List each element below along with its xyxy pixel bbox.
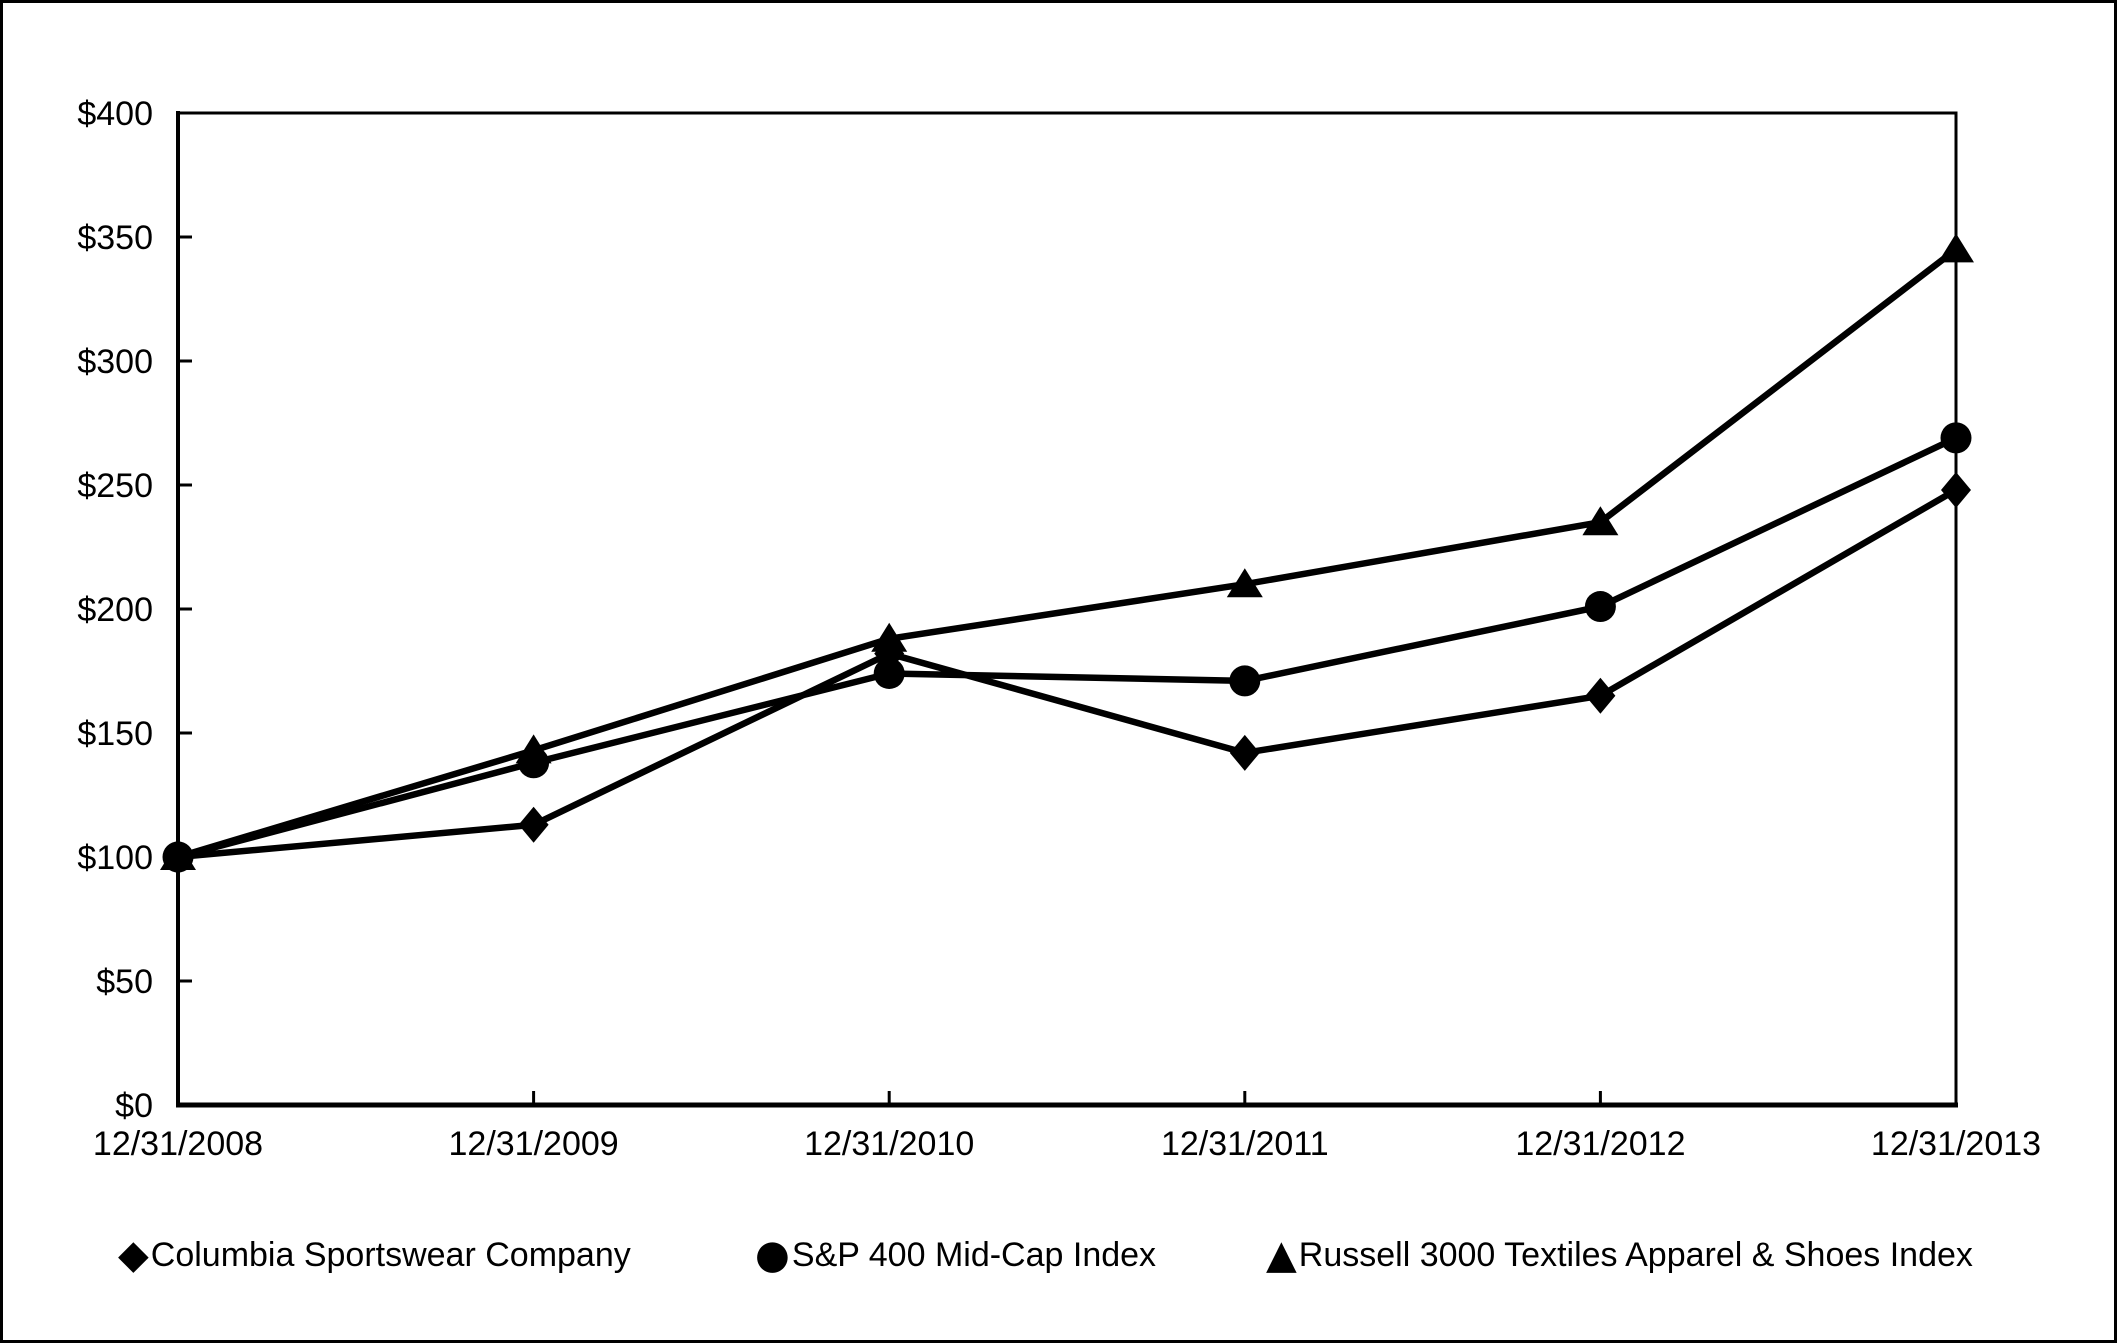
circle-marker	[1229, 665, 1261, 697]
x-axis-tick-label: 12/31/2009	[449, 1125, 619, 1163]
x-axis-tick-label: 12/31/2012	[1515, 1125, 1685, 1163]
legend-item-sp-400-mid-cap-index: ● S&P 400 Mid-Cap Index	[755, 1229, 1156, 1281]
y-axis-tick-label: $100	[77, 839, 153, 877]
triangle-marker	[1938, 233, 1974, 263]
y-axis-tick-label: $150	[77, 715, 153, 753]
legend-label: S&P 400 Mid-Cap Index	[791, 1235, 1157, 1274]
legend-item-russell-3000-textiles-apparel-shoes-index: ▲ Russell 3000 Textiles Apparel & Shoes …	[1266, 1229, 1973, 1281]
x-axis-tick-label: 12/31/2013	[1871, 1125, 2041, 1163]
triangle-marker-icon: ▲	[1266, 1232, 1297, 1278]
circle-marker	[1940, 422, 1972, 454]
diamond-marker-icon: ◆	[118, 1232, 149, 1278]
triangle-marker	[1582, 506, 1619, 536]
circle-marker-icon: ●	[755, 1232, 790, 1278]
y-axis-tick-label: $300	[77, 343, 153, 381]
triangle-marker	[1226, 568, 1263, 598]
circle-marker	[1584, 591, 1616, 623]
y-axis-tick-label: $400	[77, 95, 153, 133]
line-chart-plot: $0 $50 $100 $150 $200 $250 $300 $350 $400 12/31/2…	[77, 95, 2041, 1163]
circle-marker	[873, 657, 905, 689]
legend-item-columbia-sportswear-company: ◆ Columbia Sportswear Company	[118, 1229, 631, 1281]
x-axis-tick-label: 12/31/2011	[1161, 1125, 1329, 1163]
legend-label: Russell 3000 Textiles Apparel & Shoes In…	[1298, 1235, 1973, 1274]
series-line-russell-3000-textiles-apparel-shoes-index	[174, 246, 1960, 861]
series-line-s-p-400-mid-cap-index	[174, 434, 1960, 861]
x-axis-tick-label: 12/31/2010	[804, 1125, 974, 1163]
y-axis-tick-label: $250	[77, 467, 153, 505]
y-axis-tick-label: $0	[115, 1087, 153, 1125]
diamond-marker	[1941, 471, 1971, 508]
diamond-marker	[518, 806, 549, 843]
triangle-marker	[160, 841, 196, 870]
diamond-marker	[1585, 677, 1616, 714]
x-axis-tick-label: 12/31/2008	[93, 1125, 263, 1163]
diamond-marker	[1229, 734, 1260, 771]
series-line-columbia-sportswear-company	[174, 486, 1960, 861]
triangle-marker	[515, 734, 552, 764]
legend-label: Columbia Sportswear Company	[150, 1235, 631, 1274]
y-axis-tick-label: $200	[77, 591, 153, 629]
y-axis-tick-label: $50	[96, 963, 153, 1001]
chart-legend: ◆ Columbia Sportswear Company ● S&P 400 …	[3, 1229, 2114, 1281]
y-axis-tick-label: $350	[77, 219, 153, 257]
triangle-marker	[871, 622, 908, 652]
